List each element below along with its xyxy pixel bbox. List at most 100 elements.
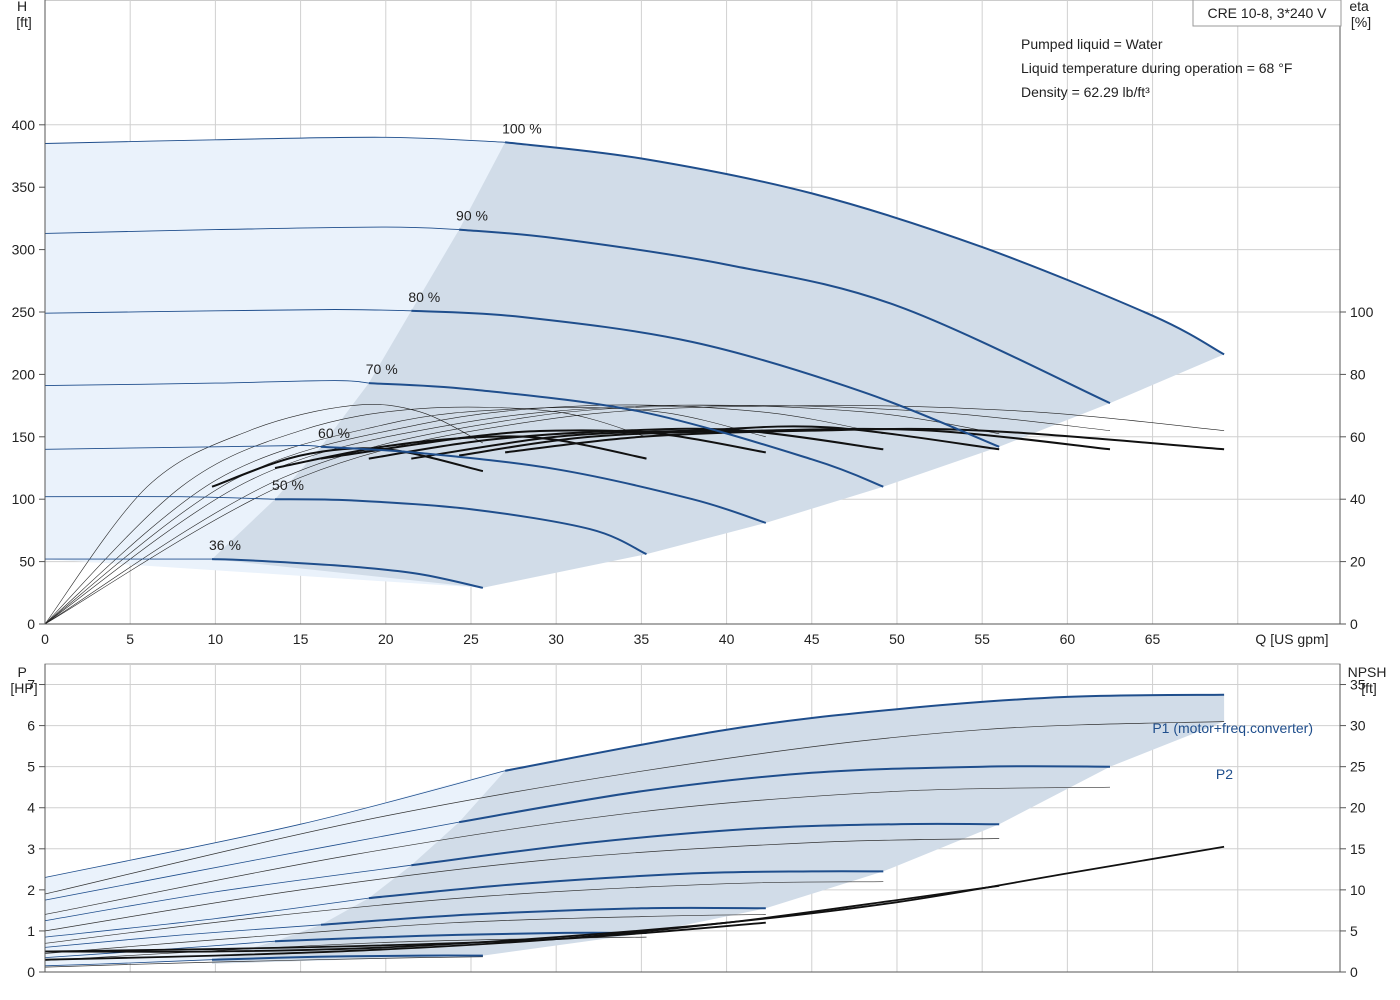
p2-curve <box>44 881 884 944</box>
flow-x-tick-label: 10 <box>208 631 224 647</box>
efficiency-curve-extended <box>44 407 766 625</box>
flow-x-tick-label: 15 <box>293 631 309 647</box>
head-curve <box>504 141 1225 356</box>
p1-curve <box>274 931 647 943</box>
head-y-tick-label: 100 <box>12 491 36 507</box>
speed-label: 60 % <box>318 425 350 441</box>
head-y-tick-label: 0 <box>27 616 35 632</box>
density-text: Density = 62.29 lb/ft³ <box>1021 84 1150 100</box>
efficiency-curve <box>211 447 484 488</box>
model-label: CRE 10-8, 3*240 V <box>1207 5 1327 21</box>
head-y-label-unit: [ft] <box>16 14 32 30</box>
efficiency-curve-extended <box>44 404 884 625</box>
flow-x-tick-label: 55 <box>974 631 990 647</box>
power-y2-tick-label: 35 <box>1350 677 1366 693</box>
p1-curve-extended <box>44 864 412 922</box>
power-y-tick-label: 0 <box>27 964 35 980</box>
head-curve <box>320 445 767 524</box>
efficiency-curve-extended <box>44 404 484 625</box>
power-y-tick-label: 2 <box>27 882 35 898</box>
efficiency-curve <box>274 435 647 469</box>
power-label-unit: [HP] <box>10 680 37 696</box>
p1-curve <box>458 765 1111 824</box>
head-y2-tick-label: 60 <box>1350 429 1366 445</box>
flow-x-tick-label: 20 <box>378 631 394 647</box>
head-curve <box>368 382 884 488</box>
power-y2-tick-label: 30 <box>1350 718 1366 734</box>
flow-x-tick-label: 30 <box>548 631 564 647</box>
flow-x-tick-label: 5 <box>126 631 134 647</box>
p2-curve <box>44 838 1000 932</box>
speed-label: 36 % <box>209 537 241 553</box>
power-y-tick-label: 1 <box>27 923 35 939</box>
p1-series-label: P1 (motor+freq.converter) <box>1152 720 1313 736</box>
flow-x-tick-label: 50 <box>889 631 905 647</box>
flow-x-tick-label: 65 <box>1145 631 1161 647</box>
head-y-label-symbol: H <box>17 0 27 14</box>
power-y2-tick-label: 15 <box>1350 841 1366 857</box>
power-operating-area <box>211 694 1225 964</box>
efficiency-curve <box>320 429 766 460</box>
head-y-tick-label: 150 <box>12 429 36 445</box>
p2-curve <box>44 786 1111 915</box>
head-y2-tick-label: 20 <box>1350 554 1366 570</box>
speed-label: 100 % <box>502 120 542 136</box>
head-y2-tick-label: 80 <box>1350 366 1366 382</box>
flow-x-tick-label: 35 <box>634 631 650 647</box>
head-y2-tick-label: 40 <box>1350 491 1366 507</box>
eta-label-symbol: eta <box>1349 0 1369 14</box>
p2-series-label: P2 <box>1216 766 1233 782</box>
npsh-axis-label: NPSH [ft] <box>1348 664 1391 696</box>
head-y-tick-label: 350 <box>12 179 36 195</box>
p1-curve <box>211 954 483 961</box>
head-curve-extended <box>44 496 276 500</box>
power-label-symbol: P <box>18 664 27 680</box>
head-y-tick-label: 50 <box>19 554 35 570</box>
head-y2-tick-label: 0 <box>1350 616 1358 632</box>
head-curve-extended <box>44 380 369 387</box>
flow-x-tick-label: 60 <box>1060 631 1076 647</box>
p1-curve <box>411 822 1000 867</box>
p1-curve-extended <box>44 770 506 878</box>
power-y2-tick-label: 5 <box>1350 923 1358 939</box>
head-y-tick-label: 300 <box>12 242 36 258</box>
power-axes: 0 1 2 3 4 5 6 7 0 5 10 15 20 25 30 35 <box>27 664 1366 980</box>
p1-curve <box>320 906 766 926</box>
head-curve-extended <box>44 309 412 314</box>
speed-label: 70 % <box>366 361 398 377</box>
head-curve-extended <box>44 136 506 144</box>
p1-curve-extended <box>44 821 460 901</box>
power-y-tick-label: 3 <box>27 841 35 857</box>
npsh-label-unit: [ft] <box>1361 680 1377 696</box>
p2-curve <box>44 721 1225 895</box>
model-box: CRE 10-8, 3*240 V <box>1192 0 1342 27</box>
power-y-tick-label: 7 <box>27 677 35 693</box>
power-y-tick-label: 6 <box>27 718 35 734</box>
p1-curve-extended <box>44 897 369 938</box>
p2-curve <box>44 956 483 968</box>
efficiency-curve <box>411 425 1000 460</box>
power-y2-tick-label: 20 <box>1350 800 1366 816</box>
pumped-liquid-text: Pumped liquid = Water <box>1021 36 1163 52</box>
speed-label: 90 % <box>456 208 488 224</box>
head-curves: 100 % 90 % 80 % 70 % 60 % 50 % 36 % <box>44 120 1225 625</box>
efficiency-curve-extended <box>44 406 647 625</box>
head-curve <box>211 558 484 589</box>
power-y2-tick-label: 10 <box>1350 882 1366 898</box>
head-y-tick-label: 250 <box>12 304 36 320</box>
flow-axis-label: Q [US gpm] <box>1255 631 1328 647</box>
head-y2-tick-label: 100 <box>1350 304 1374 320</box>
head-curve <box>459 228 1111 405</box>
head-curve-extended <box>44 226 460 234</box>
npsh-curve <box>44 845 1225 953</box>
p1-curve <box>504 693 1225 772</box>
efficiency-curve-extended <box>44 405 1225 625</box>
power-y-tick-label: 5 <box>27 759 35 775</box>
speed-label: 80 % <box>408 289 440 305</box>
head-curve <box>274 498 647 556</box>
flow-x-tick-label: 45 <box>804 631 820 647</box>
efficiency-curve <box>458 427 1111 457</box>
efficiency-curve-extended <box>44 404 1000 625</box>
head-curve <box>411 309 1000 448</box>
